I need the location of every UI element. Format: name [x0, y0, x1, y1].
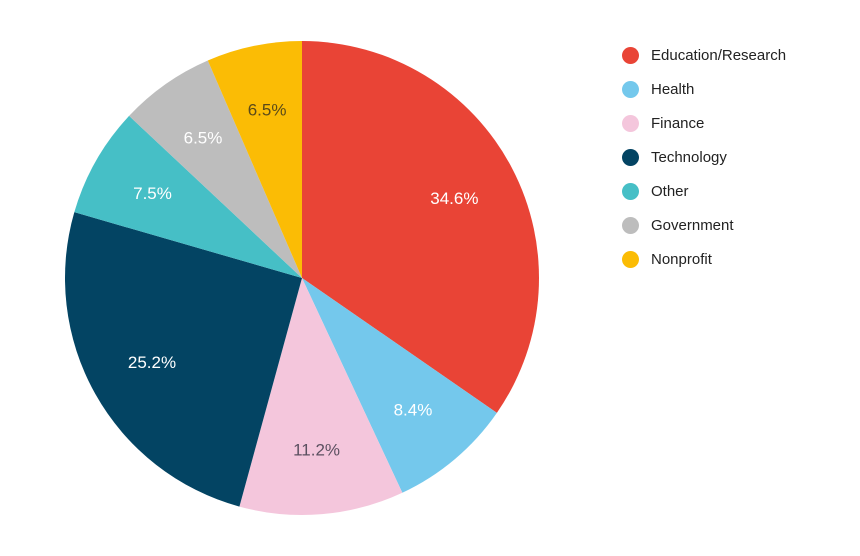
- pie-slice-other: [74, 115, 302, 278]
- legend-label: Finance: [651, 114, 705, 132]
- legend: Education/Research Health Finance Techno…: [622, 38, 786, 276]
- legend-item-government: Government: [622, 208, 786, 242]
- pie-slice-government: [129, 60, 302, 278]
- legend-label: Technology: [651, 148, 727, 166]
- pie-slice-technology: [65, 212, 302, 507]
- legend-item-nonprofit: Nonprofit: [622, 242, 786, 276]
- data-label: 8.4%: [394, 400, 433, 419]
- legend-swatch: [622, 148, 639, 166]
- legend-label: Education/Research: [651, 46, 787, 64]
- legend-swatch: [622, 114, 639, 132]
- legend-item-technology: Technology: [622, 140, 786, 174]
- data-label: 6.5%: [184, 128, 223, 147]
- legend-swatch: [622, 46, 639, 64]
- pie-slice-finance: [239, 278, 403, 515]
- legend-swatch: [622, 182, 639, 200]
- legend-item-other: Other: [622, 174, 786, 208]
- legend-swatch: [622, 80, 639, 98]
- legend-swatch: [622, 216, 639, 234]
- legend-label: Health: [651, 80, 695, 98]
- legend-item-education-research: Education/Research: [622, 38, 786, 72]
- legend-label: Government: [651, 216, 734, 234]
- legend-item-health: Health: [622, 72, 786, 106]
- pie-slice-education-research: [302, 41, 539, 413]
- data-label: 11.2%: [293, 440, 340, 459]
- data-label: 25.2%: [128, 353, 176, 372]
- legend-swatch: [622, 250, 639, 268]
- pie-slice-nonprofit: [207, 41, 302, 278]
- data-label: 7.5%: [133, 184, 172, 203]
- data-label: 34.6%: [430, 189, 478, 208]
- legend-label: Other: [651, 182, 689, 200]
- pie-slice-health: [302, 278, 497, 493]
- legend-item-finance: Finance: [622, 106, 786, 140]
- legend-label: Nonprofit: [651, 250, 712, 268]
- data-label: 6.5%: [248, 101, 287, 120]
